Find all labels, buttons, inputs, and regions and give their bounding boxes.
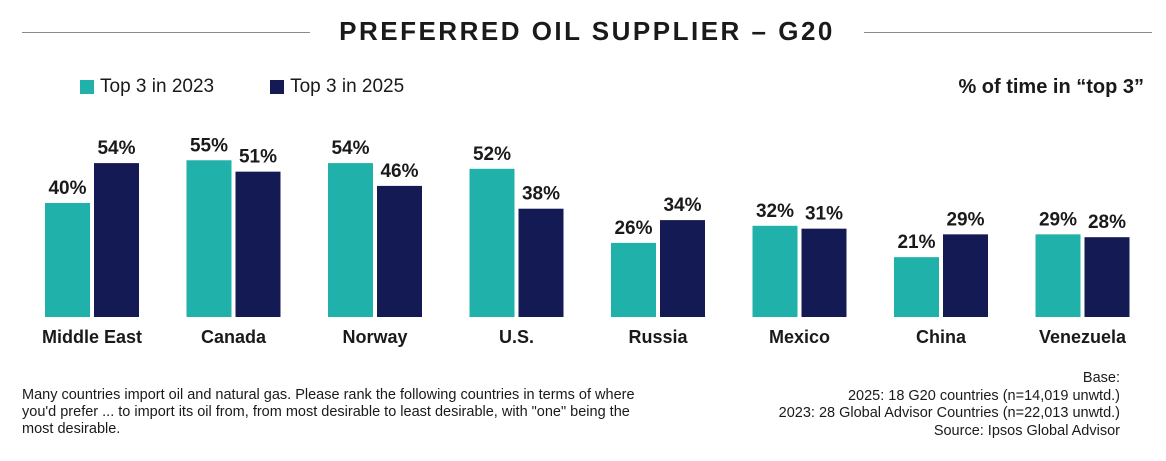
data-label-2025-middle-east: 54% — [97, 138, 135, 159]
data-label-2025-norway: 46% — [380, 161, 418, 182]
data-label-2025-canada: 51% — [239, 147, 277, 168]
base-2025: 2025: 18 G20 countries (n=14,019 unwtd.) — [847, 387, 1120, 404]
data-label-2023-russia: 26% — [614, 218, 652, 239]
bar-2023-middle-east — [45, 203, 90, 317]
title-row: PREFERRED OIL SUPPLIER – G20 — [22, 14, 1152, 54]
bar-2023-china — [894, 257, 939, 317]
category-label-middle-east: Middle East — [42, 327, 142, 347]
data-label-2025-venezuela: 28% — [1088, 212, 1126, 233]
data-label-2023-china: 21% — [897, 232, 935, 253]
title-rule-right — [864, 32, 1152, 33]
bar-2025-mexico — [801, 228, 847, 317]
bar-2023-u-s- — [469, 168, 515, 317]
legend: Top 3 in 2023 Top 3 in 2025 — [80, 76, 460, 98]
category-label-mexico: Mexico — [769, 327, 830, 347]
legend-label-2023: Top 3 in 2023 — [100, 76, 215, 97]
data-label-2023-u-s-: 52% — [473, 144, 511, 165]
legend-item-2025: Top 3 in 2025 — [270, 76, 404, 98]
bar-2025-norway — [377, 185, 422, 317]
category-label-norway: Norway — [342, 327, 407, 347]
bar-2023-russia — [611, 242, 656, 317]
base-label: Base: — [1082, 370, 1120, 386]
data-label-2023-venezuela: 29% — [1039, 209, 1077, 230]
bar-2023-venezuela — [1035, 234, 1081, 317]
category-label-u-s-: U.S. — [499, 327, 534, 347]
category-label-russia: Russia — [628, 327, 688, 347]
legend-swatch-2025 — [270, 80, 285, 94]
bar-2025-china — [943, 234, 988, 317]
category-label-china: China — [916, 327, 967, 347]
bar-2023-mexico — [752, 225, 798, 317]
title-rule-left — [22, 32, 310, 33]
data-label-2025-u-s-: 38% — [522, 184, 560, 205]
chart-title: PREFERRED OIL SUPPLIER – G20 — [339, 16, 835, 46]
legend-label-2025: Top 3 in 2025 — [290, 76, 405, 97]
legend-swatch-2023 — [80, 80, 94, 94]
base-source-note: Base: 2025: 18 G20 countries (n=14,019 u… — [779, 370, 1120, 440]
data-label-2025-russia: 34% — [663, 195, 701, 216]
unit-note: % of time in “top 3” — [958, 76, 1144, 98]
base-2023: 2023: 28 Global Advisor Countries (n=22,… — [778, 405, 1120, 421]
category-label-venezuela: Venezuela — [1039, 327, 1127, 347]
data-label-2023-mexico: 32% — [756, 201, 794, 222]
survey-question-footnote: Many countries import oil and natural ga… — [22, 387, 635, 437]
source-note: Source: Ipsos Global Advisor — [933, 422, 1120, 439]
bar-2025-venezuela — [1084, 237, 1130, 317]
bar-2025-middle-east — [94, 163, 139, 317]
bar-chart: 40% 54% Middle East 55% 51% Canada 54% 46% Norwa… — [42, 135, 1130, 347]
data-label-2023-canada: 55% — [190, 135, 228, 156]
data-label-2023-middle-east: 40% — [48, 178, 86, 199]
legend-item-2023: Top 3 in 2023 — [80, 76, 214, 98]
bar-2025-russia — [660, 220, 705, 317]
category-label-canada: Canada — [201, 327, 267, 347]
bar-2023-norway — [328, 163, 373, 317]
bar-2025-u-s- — [518, 208, 564, 317]
data-label-2025-china: 29% — [946, 209, 984, 230]
bar-2025-canada — [235, 171, 281, 317]
data-label-2023-norway: 54% — [331, 138, 369, 159]
bar-2023-canada — [186, 160, 232, 317]
data-label-2025-mexico: 31% — [805, 204, 843, 225]
